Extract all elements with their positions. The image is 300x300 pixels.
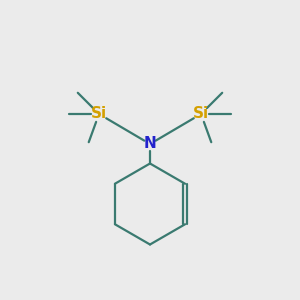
Text: N: N (144, 136, 156, 152)
Text: Si: Si (193, 106, 209, 122)
Text: Si: Si (91, 106, 107, 122)
